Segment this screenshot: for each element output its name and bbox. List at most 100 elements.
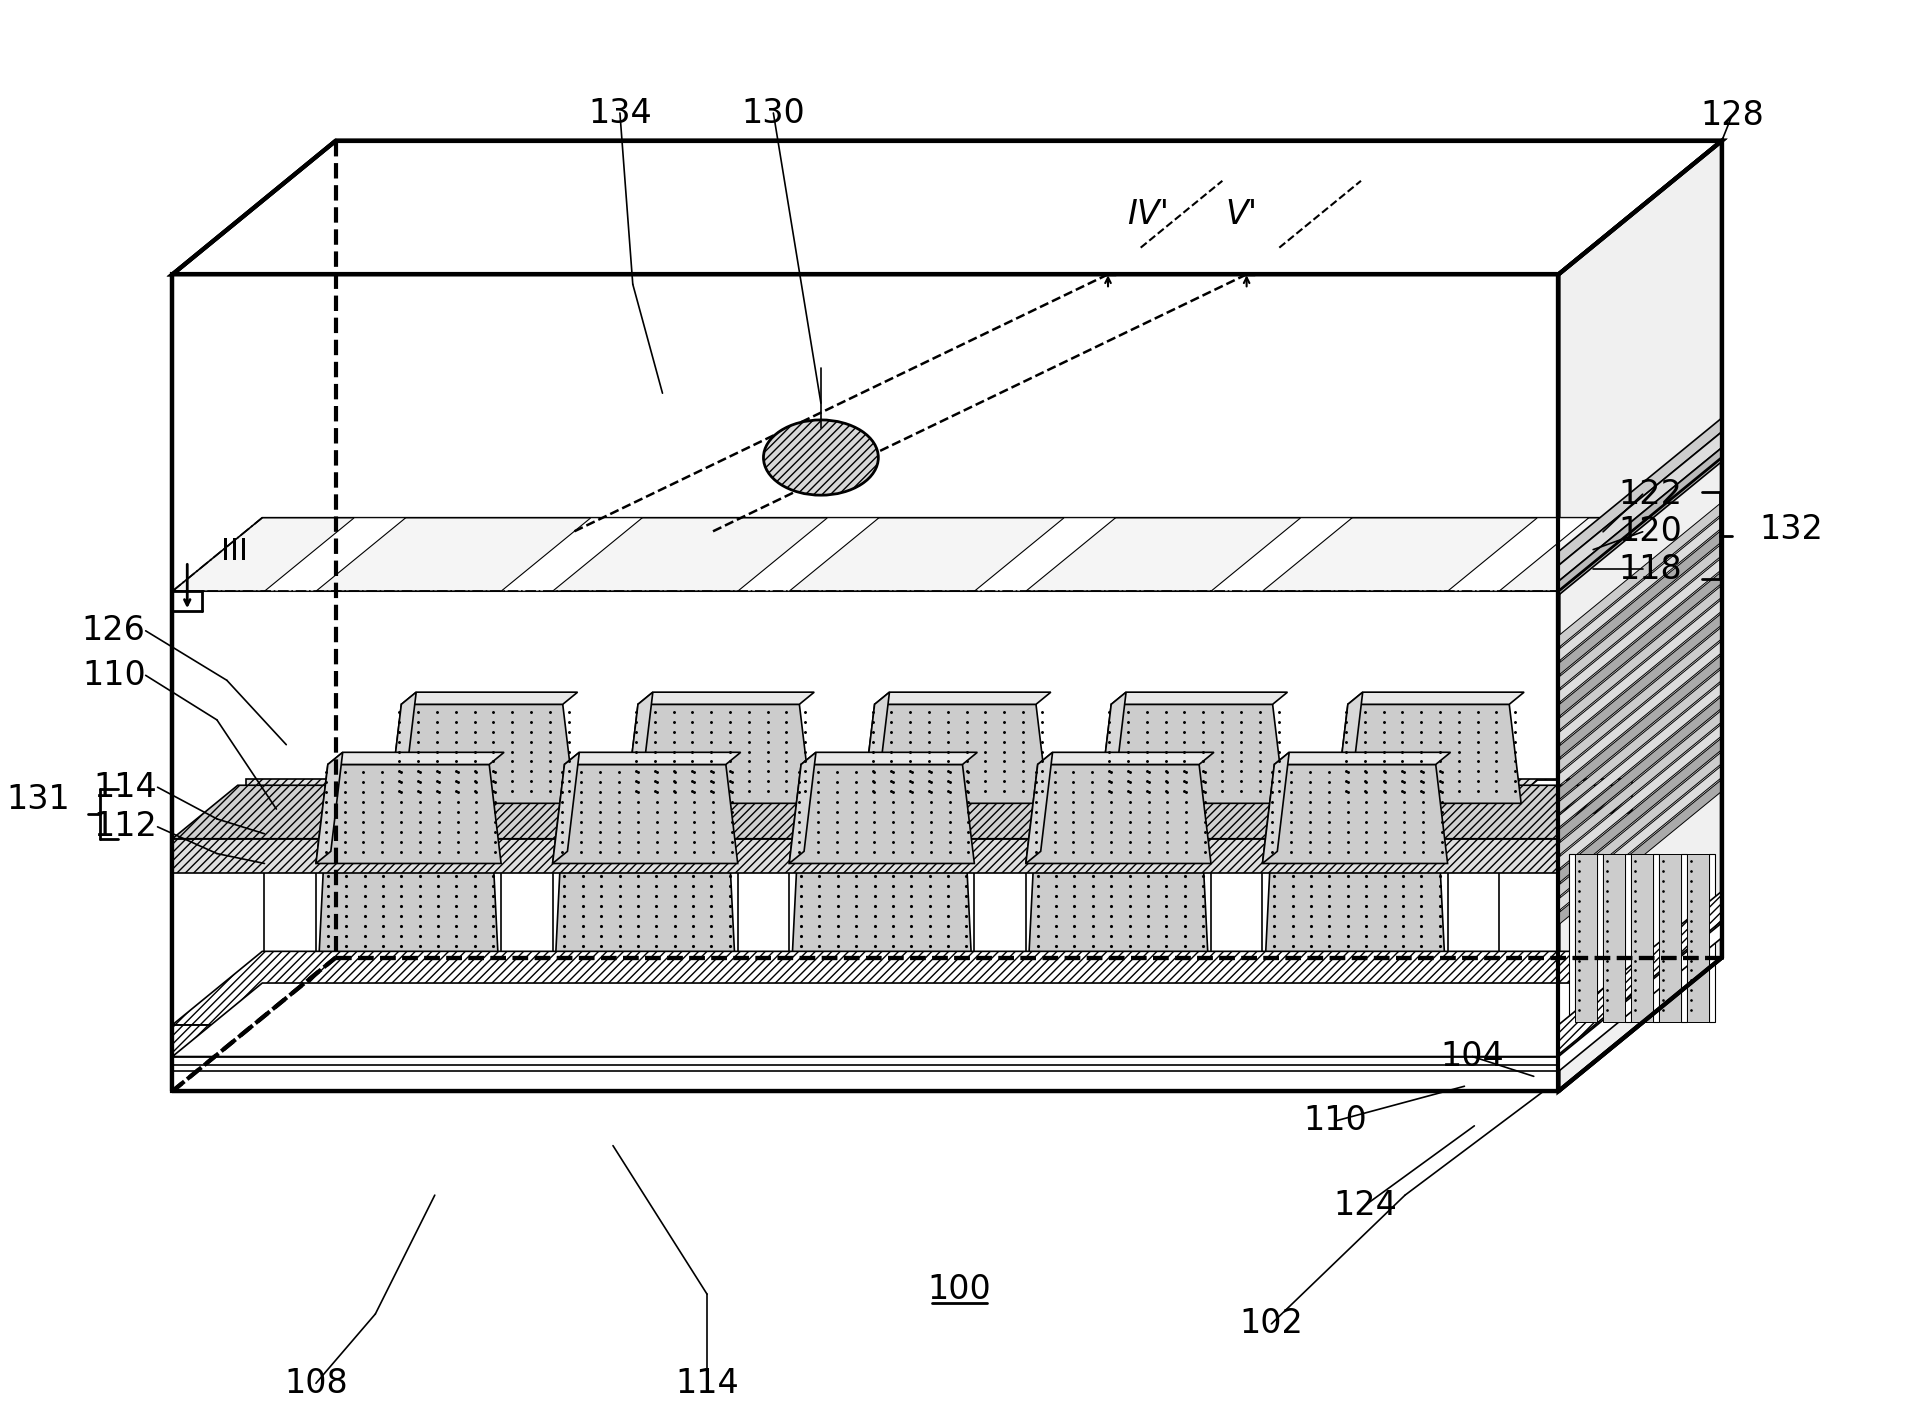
Polygon shape (1447, 854, 1499, 1022)
Polygon shape (789, 753, 816, 864)
Polygon shape (1337, 704, 1522, 804)
Polygon shape (1558, 502, 1722, 647)
Polygon shape (974, 834, 1026, 864)
Polygon shape (553, 838, 738, 858)
Polygon shape (172, 952, 1648, 1025)
Polygon shape (1558, 613, 1722, 758)
Polygon shape (789, 858, 974, 1017)
Polygon shape (172, 141, 1722, 275)
Polygon shape (389, 704, 574, 804)
Polygon shape (1659, 854, 1680, 1022)
Polygon shape (317, 753, 343, 864)
Text: 124: 124 (1333, 1188, 1398, 1221)
Ellipse shape (763, 420, 879, 495)
Polygon shape (1558, 628, 1722, 773)
Polygon shape (172, 1025, 1558, 1054)
Polygon shape (1274, 753, 1451, 764)
Polygon shape (1558, 585, 1722, 731)
Text: 118: 118 (1619, 554, 1682, 586)
Polygon shape (317, 838, 502, 858)
Polygon shape (801, 753, 976, 764)
Polygon shape (789, 764, 974, 864)
Polygon shape (875, 692, 1051, 704)
Polygon shape (1575, 854, 1598, 1022)
Text: 104: 104 (1440, 1040, 1505, 1073)
Polygon shape (553, 753, 580, 864)
Text: 110: 110 (82, 659, 145, 692)
Polygon shape (1112, 692, 1287, 704)
Polygon shape (625, 704, 810, 804)
Polygon shape (265, 854, 317, 1022)
Polygon shape (1098, 692, 1127, 804)
Polygon shape (1630, 854, 1653, 1022)
Text: IV': IV' (1127, 198, 1169, 232)
Polygon shape (1558, 448, 1722, 595)
Polygon shape (1558, 669, 1722, 814)
Polygon shape (1680, 854, 1688, 1022)
Polygon shape (1558, 696, 1722, 841)
Polygon shape (1558, 751, 1722, 896)
Text: 102: 102 (1240, 1308, 1302, 1340)
Polygon shape (1262, 753, 1289, 864)
Polygon shape (1688, 854, 1709, 1022)
Polygon shape (1211, 780, 1352, 854)
Polygon shape (1558, 544, 1722, 689)
Polygon shape (1558, 572, 1722, 717)
Polygon shape (502, 834, 553, 864)
Polygon shape (172, 275, 1558, 1091)
Polygon shape (738, 518, 879, 591)
Polygon shape (1026, 753, 1053, 864)
Polygon shape (1558, 780, 1722, 925)
Polygon shape (265, 834, 317, 864)
Text: III: III (221, 536, 248, 566)
Polygon shape (1558, 724, 1722, 869)
Polygon shape (172, 983, 1648, 1056)
Text: 112: 112 (93, 810, 158, 844)
Text: 130: 130 (742, 97, 805, 129)
Polygon shape (1447, 834, 1499, 864)
Polygon shape (738, 854, 789, 1022)
Polygon shape (246, 778, 1632, 813)
Polygon shape (1558, 891, 1722, 1054)
Polygon shape (1447, 518, 1589, 591)
Polygon shape (1211, 834, 1262, 864)
Polygon shape (502, 780, 643, 854)
Polygon shape (1026, 838, 1211, 858)
Polygon shape (862, 692, 889, 804)
Polygon shape (1558, 682, 1722, 828)
Polygon shape (1337, 692, 1364, 804)
Polygon shape (564, 753, 740, 764)
Polygon shape (1348, 692, 1524, 704)
Polygon shape (862, 704, 1047, 804)
Polygon shape (1026, 764, 1211, 864)
Polygon shape (1262, 858, 1447, 1017)
Polygon shape (1558, 558, 1722, 703)
Polygon shape (317, 764, 502, 864)
Polygon shape (1558, 431, 1722, 582)
Polygon shape (1604, 854, 1625, 1022)
Polygon shape (317, 858, 502, 1017)
Polygon shape (1558, 924, 1722, 1072)
Polygon shape (172, 1056, 1558, 1072)
Polygon shape (1558, 517, 1722, 662)
Polygon shape (1558, 599, 1722, 744)
Polygon shape (1558, 710, 1722, 855)
Polygon shape (1558, 655, 1722, 800)
Polygon shape (639, 692, 814, 704)
Text: 122: 122 (1619, 478, 1682, 511)
Text: 120: 120 (1619, 515, 1682, 548)
Text: 132: 132 (1760, 514, 1823, 546)
Polygon shape (1558, 529, 1722, 676)
Text: 108: 108 (284, 1366, 347, 1400)
Polygon shape (1262, 838, 1447, 858)
Polygon shape (172, 838, 1558, 874)
Polygon shape (1625, 854, 1630, 1022)
Polygon shape (1709, 854, 1714, 1022)
Polygon shape (1598, 854, 1604, 1022)
Polygon shape (789, 838, 974, 858)
Polygon shape (172, 518, 1648, 591)
Text: 114: 114 (675, 1366, 738, 1400)
Polygon shape (1026, 858, 1211, 1017)
Polygon shape (1558, 737, 1722, 884)
Text: 128: 128 (1699, 100, 1764, 132)
